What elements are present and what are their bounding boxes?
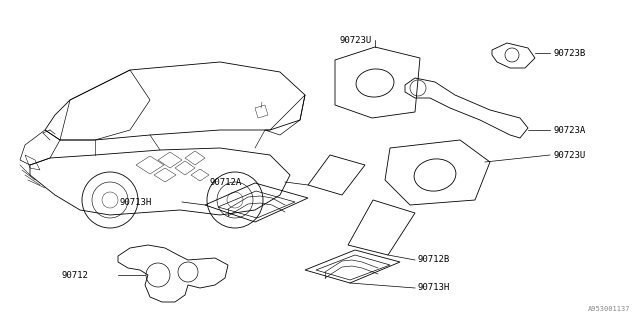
Text: 90712: 90712: [62, 270, 89, 279]
Text: 90723U: 90723U: [553, 150, 585, 159]
Text: A953001137: A953001137: [588, 306, 630, 312]
Text: 90723A: 90723A: [553, 125, 585, 134]
Text: 90723U: 90723U: [340, 36, 372, 44]
Text: 90713H: 90713H: [418, 284, 451, 292]
Text: 90713H: 90713H: [120, 197, 152, 206]
Text: 90723B: 90723B: [553, 49, 585, 58]
Text: 90712B: 90712B: [418, 255, 451, 265]
Text: 90712A: 90712A: [210, 178, 243, 187]
